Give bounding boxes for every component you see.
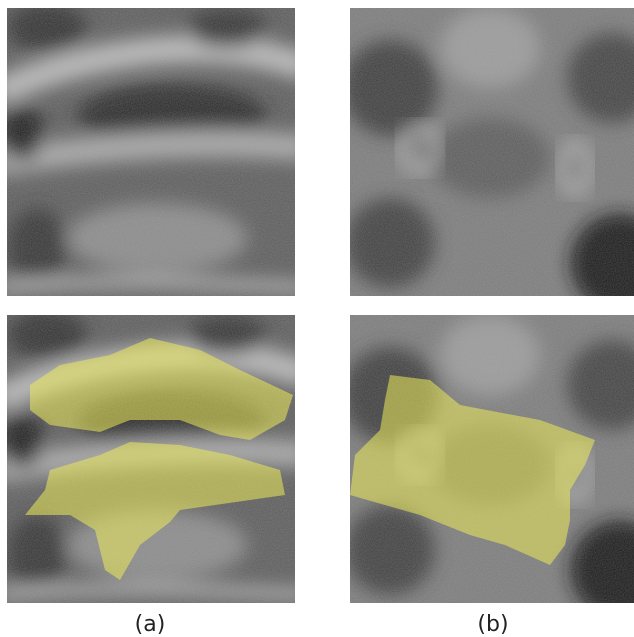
image-a-original	[0, 3, 307, 296]
image-b-original	[342, 8, 634, 313]
panel-label: (a)	[135, 612, 166, 637]
figure: (a) (b)	[0, 0, 634, 637]
panel-label: (b)	[477, 612, 508, 637]
